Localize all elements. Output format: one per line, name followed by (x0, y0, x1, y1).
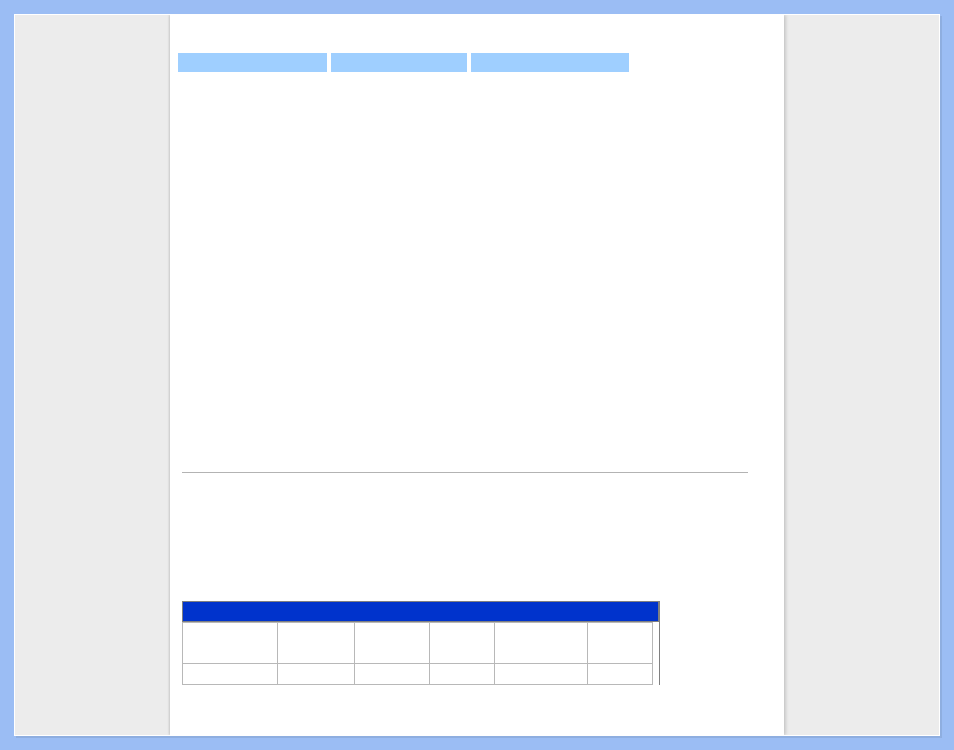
table-cell[interactable] (354, 663, 430, 685)
table-cell[interactable] (429, 622, 495, 664)
horizontal-divider (182, 472, 748, 473)
table-cell[interactable] (354, 622, 430, 664)
data-table (182, 601, 660, 685)
table-cell[interactable] (182, 663, 278, 685)
table-row (182, 622, 659, 664)
table-cell[interactable] (587, 663, 653, 685)
table-row (182, 663, 659, 685)
table-cell[interactable] (429, 663, 495, 685)
tab-strip (178, 53, 772, 72)
table-header-row (182, 601, 659, 622)
desktop-area (14, 14, 940, 736)
tab-3[interactable] (471, 53, 629, 72)
document-page[interactable] (170, 15, 784, 735)
table-cell[interactable] (494, 622, 588, 664)
table-cell[interactable] (277, 663, 355, 685)
table-cell[interactable] (277, 622, 355, 664)
tab-2[interactable] (331, 53, 467, 72)
document-page-container (170, 15, 784, 735)
table-cell[interactable] (182, 622, 278, 664)
table-cell[interactable] (494, 663, 588, 685)
tab-1[interactable] (178, 53, 327, 72)
table-cell[interactable] (587, 622, 653, 664)
